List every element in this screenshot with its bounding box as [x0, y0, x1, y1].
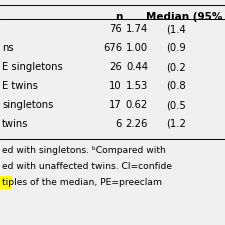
- Text: 0.62: 0.62: [126, 100, 148, 110]
- Text: 76: 76: [109, 24, 122, 34]
- Text: (0.2: (0.2: [166, 62, 186, 72]
- Text: 1.74: 1.74: [126, 24, 148, 34]
- Text: twins: twins: [2, 119, 29, 129]
- Text: 26: 26: [109, 62, 122, 72]
- FancyBboxPatch shape: [0, 176, 12, 189]
- Text: 1.53: 1.53: [126, 81, 148, 91]
- Text: E twins: E twins: [2, 81, 38, 91]
- Text: 17: 17: [109, 100, 122, 110]
- Text: (0.9: (0.9: [166, 43, 186, 53]
- Text: ed with singletons. ᵇCompared with: ed with singletons. ᵇCompared with: [2, 146, 166, 155]
- Text: Median (95% C: Median (95% C: [146, 12, 225, 22]
- Text: 1.00: 1.00: [126, 43, 148, 53]
- Text: E singletons: E singletons: [2, 62, 63, 72]
- Text: 6: 6: [116, 119, 122, 129]
- Text: n: n: [115, 12, 122, 22]
- Text: 2.26: 2.26: [126, 119, 148, 129]
- Text: 676: 676: [103, 43, 122, 53]
- Text: tiples of the median, PE=preeclam: tiples of the median, PE=preeclam: [2, 178, 162, 187]
- Text: singletons: singletons: [2, 100, 53, 110]
- Text: ns: ns: [2, 43, 14, 53]
- Text: (0.5: (0.5: [166, 100, 186, 110]
- Text: (1.2: (1.2: [166, 119, 186, 129]
- Text: 0.44: 0.44: [126, 62, 148, 72]
- Text: ed with unaffected twins. CI=confide: ed with unaffected twins. CI=confide: [2, 162, 172, 171]
- Text: (0.8: (0.8: [166, 81, 186, 91]
- Text: 10: 10: [109, 81, 122, 91]
- Text: (1.4: (1.4: [166, 24, 186, 34]
